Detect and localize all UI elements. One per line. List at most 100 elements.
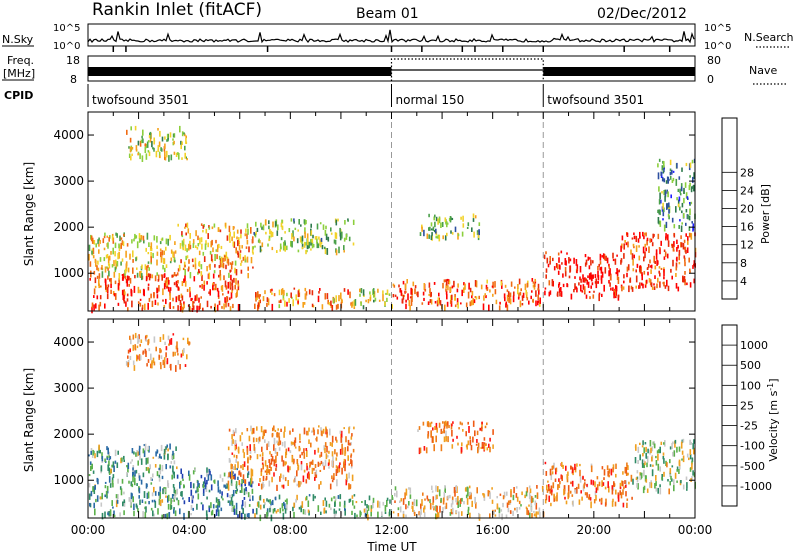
- data-cell: [170, 338, 173, 345]
- data-cell: [420, 508, 422, 515]
- data-cell: [303, 452, 306, 459]
- data-cell: [413, 499, 416, 506]
- data-cell: [159, 248, 162, 251]
- data-cell: [600, 275, 603, 281]
- data-cell: [663, 276, 665, 280]
- data-cell: [671, 179, 674, 183]
- data-cell: [300, 224, 302, 227]
- data-cell: [180, 468, 182, 474]
- data-cell: [139, 455, 141, 461]
- data-cell: [227, 484, 230, 491]
- data-cell: [145, 276, 148, 282]
- data-cell: [353, 299, 356, 307]
- data-cell: [248, 435, 251, 442]
- data-cell: [255, 231, 257, 235]
- data-cell: [107, 284, 110, 288]
- data-cell: [638, 245, 640, 248]
- data-cell: [649, 265, 652, 268]
- data-cell: [558, 283, 560, 288]
- data-cell: [567, 485, 570, 492]
- data-cell: [617, 494, 620, 502]
- data-cell: [505, 303, 507, 308]
- data-cell: [555, 263, 558, 268]
- data-cell: [680, 225, 683, 232]
- data-cell: [312, 244, 315, 248]
- scatter-region: [88, 232, 177, 281]
- data-cell: [288, 298, 290, 303]
- data-cell: [202, 481, 205, 488]
- data-cell: [167, 495, 169, 503]
- data-cell: [121, 457, 123, 462]
- data-cell: [259, 495, 262, 501]
- data-cell: [664, 440, 666, 447]
- data-cell: [235, 250, 238, 254]
- data-cell: [637, 460, 639, 464]
- scatter-region: [657, 158, 696, 232]
- data-cell: [135, 469, 138, 474]
- data-cell: [562, 283, 565, 288]
- data-cell: [325, 453, 328, 460]
- data-cell: [148, 242, 150, 247]
- data-cell: [139, 355, 142, 361]
- data-cell: [261, 462, 264, 465]
- data-cell: [680, 235, 682, 240]
- data-cell: [643, 469, 645, 477]
- data-cell: [590, 479, 593, 485]
- data-cell: [187, 228, 190, 234]
- data-cell: [97, 260, 99, 265]
- data-cell: [319, 239, 321, 246]
- data-cell: [663, 256, 666, 260]
- data-cell: [289, 466, 291, 471]
- data-cell: [633, 246, 635, 249]
- data-cell: [679, 206, 681, 211]
- data-cell: [177, 286, 180, 291]
- data-cell: [351, 303, 353, 308]
- data-cell: [114, 449, 117, 457]
- data-cell: [96, 265, 98, 271]
- data-cell: [568, 257, 570, 264]
- data-cell: [245, 228, 247, 233]
- data-cell: [271, 292, 273, 295]
- data-cell: [209, 263, 211, 270]
- scatter-region: [392, 278, 541, 312]
- data-cell: [167, 453, 169, 461]
- data-cell: [566, 476, 569, 483]
- data-cell: [218, 255, 221, 260]
- data-cell: [249, 444, 251, 451]
- data-cell: [142, 235, 145, 241]
- data-cell: [622, 502, 625, 508]
- data-cell: [662, 209, 665, 217]
- data-cell: [92, 486, 94, 492]
- data-cell: [614, 258, 617, 265]
- data-cell: [141, 307, 144, 311]
- data-cell: [674, 439, 677, 444]
- data-cell: [501, 282, 503, 289]
- data-cell: [534, 500, 537, 506]
- nsky-panel: N.Sky 10^5 10^0 10^5 10^0 N.Search: [2, 23, 794, 52]
- data-cell: [549, 468, 552, 476]
- scatter-region: [88, 443, 178, 520]
- data-cell: [657, 209, 659, 213]
- data-cell: [136, 354, 138, 362]
- data-cell: [677, 286, 680, 292]
- data-cell: [93, 295, 95, 298]
- data-cell: [399, 506, 402, 513]
- data-cell: [474, 496, 476, 504]
- data-cell: [619, 482, 622, 488]
- data-cell: [283, 501, 285, 507]
- data-cell: [550, 502, 552, 507]
- data-cell: [333, 473, 335, 480]
- data-cell: [635, 245, 638, 252]
- data-cell: [504, 284, 507, 288]
- data-cell: [142, 448, 145, 454]
- data-cell: [200, 474, 203, 479]
- data-cell: [493, 510, 495, 515]
- data-cell: [537, 288, 539, 291]
- data-cell: [237, 252, 240, 258]
- data-cell: [489, 446, 491, 453]
- data-cell: [690, 441, 692, 445]
- data-cell: [454, 226, 457, 233]
- data-cell: [606, 257, 609, 264]
- data-cell: [377, 502, 379, 508]
